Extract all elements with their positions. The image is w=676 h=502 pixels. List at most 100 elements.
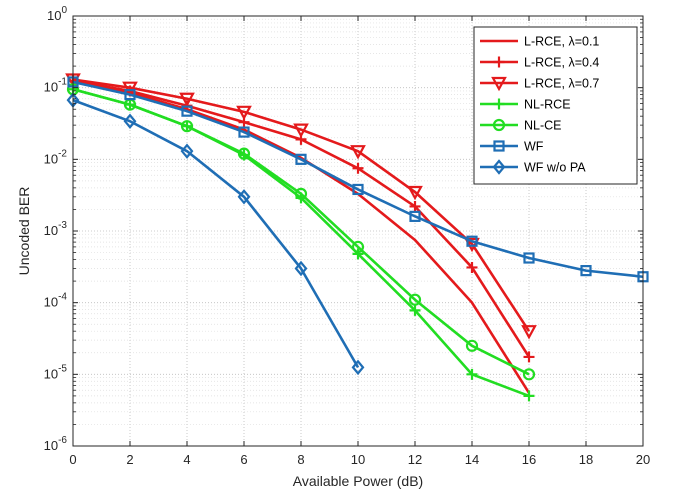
y-tick-exp: -3 bbox=[58, 220, 67, 231]
legend-marker bbox=[493, 56, 505, 68]
x-tick-label: 10 bbox=[351, 452, 365, 467]
legend-label: L-RCE, λ=0.4 bbox=[524, 56, 599, 70]
data-point bbox=[523, 351, 535, 363]
legend-marker bbox=[492, 118, 506, 132]
data-point bbox=[122, 81, 138, 96]
data-point bbox=[466, 368, 478, 380]
data-point bbox=[580, 265, 592, 277]
y-tick-base: 10 bbox=[44, 80, 58, 95]
series-layer bbox=[65, 73, 649, 402]
y-tick-label: 10-1 bbox=[44, 77, 68, 95]
data-point bbox=[237, 147, 251, 160]
series-line bbox=[72, 88, 530, 376]
legend-label: L-RCE, λ=0.7 bbox=[524, 77, 599, 91]
data-point bbox=[351, 240, 365, 253]
data-point bbox=[180, 120, 194, 133]
legend-label: NL-RCE bbox=[524, 98, 571, 112]
data-point bbox=[294, 260, 308, 277]
y-tick-exp: -5 bbox=[58, 363, 67, 374]
legend-marker bbox=[492, 159, 506, 175]
data-point bbox=[409, 304, 421, 316]
y-tick-label: 10-4 bbox=[44, 292, 68, 310]
y-tick-base: 10 bbox=[44, 223, 58, 238]
series-6 bbox=[66, 92, 365, 376]
y-tick-label: 10-5 bbox=[44, 363, 68, 381]
x-tick-label: 2 bbox=[126, 452, 133, 467]
y-tick-base: 10 bbox=[44, 151, 58, 166]
x-tick-label: 18 bbox=[579, 452, 593, 467]
data-point bbox=[409, 200, 421, 212]
y-tick-label: 10-2 bbox=[44, 148, 68, 166]
data-point bbox=[466, 235, 478, 247]
series-line bbox=[72, 98, 360, 369]
legend-label: L-RCE, λ=0.1 bbox=[524, 35, 599, 49]
data-point bbox=[294, 187, 308, 200]
y-tick-label: 10-3 bbox=[44, 220, 68, 238]
data-point bbox=[352, 183, 364, 196]
series-0 bbox=[72, 80, 531, 394]
legend-box bbox=[473, 26, 638, 185]
data-point bbox=[465, 339, 479, 352]
data-point bbox=[464, 237, 480, 253]
x-tick-label: 0 bbox=[69, 452, 76, 467]
legend-label: NL-CE bbox=[524, 119, 562, 133]
data-point bbox=[523, 390, 535, 402]
data-point bbox=[123, 113, 137, 129]
data-point bbox=[350, 145, 366, 160]
x-tick-label: 6 bbox=[240, 452, 247, 467]
x-axis-label: Available Power (dB) bbox=[293, 473, 423, 489]
series-line bbox=[72, 80, 644, 279]
data-point bbox=[237, 189, 251, 205]
legend-item: NL-RCE bbox=[480, 98, 571, 112]
y-tick-exp: -2 bbox=[58, 148, 67, 159]
y-tick-exp: -6 bbox=[58, 435, 67, 446]
legend-item: L-RCE, λ=0.4 bbox=[480, 56, 599, 70]
legend-item: WF w/o PA bbox=[480, 159, 586, 175]
data-point bbox=[236, 105, 252, 121]
data-point bbox=[352, 162, 364, 174]
data-point bbox=[124, 89, 136, 101]
x-tick-label: 16 bbox=[522, 452, 536, 467]
data-point bbox=[352, 248, 364, 260]
legend-item: L-RCE, λ=0.1 bbox=[480, 35, 599, 49]
y-tick-base: 10 bbox=[44, 438, 58, 453]
y-tick-base: 10 bbox=[47, 8, 61, 23]
data-point bbox=[293, 123, 309, 138]
data-point bbox=[180, 143, 194, 159]
x-tick-label: 8 bbox=[297, 452, 304, 467]
axis-ticks: 0 2 4 6 8 10 12 14 16 18 2010010-110-210-310-410-5… bbox=[44, 5, 651, 467]
data-point bbox=[351, 359, 365, 376]
legend-label: WF w/o PA bbox=[524, 161, 586, 175]
data-point bbox=[521, 325, 537, 340]
series-2 bbox=[65, 73, 537, 340]
y-tick-label: 10-6 bbox=[44, 435, 68, 453]
legend-marker bbox=[491, 76, 507, 92]
data-point bbox=[179, 92, 195, 108]
y-tick-base: 10 bbox=[44, 366, 58, 381]
data-point bbox=[523, 252, 535, 264]
legend-item: WF bbox=[480, 140, 544, 154]
data-point bbox=[408, 293, 422, 306]
x-tick-label: 12 bbox=[408, 452, 422, 467]
legend-marker bbox=[493, 98, 505, 110]
legend-label: WF bbox=[524, 140, 544, 154]
legend-item: NL-CE bbox=[480, 119, 562, 133]
x-tick-label: 4 bbox=[183, 452, 190, 467]
y-tick-label: 100 bbox=[47, 5, 67, 23]
legend-item: L-RCE, λ=0.7 bbox=[480, 76, 599, 92]
series-4 bbox=[66, 83, 536, 381]
y-tick-exp: -4 bbox=[58, 292, 67, 303]
series-line bbox=[72, 80, 531, 394]
legend-marker bbox=[493, 140, 505, 152]
y-tick-exp: 0 bbox=[61, 5, 67, 16]
data-point bbox=[407, 185, 423, 201]
data-point bbox=[238, 126, 250, 138]
y-tick-base: 10 bbox=[44, 295, 58, 310]
data-point bbox=[522, 368, 536, 381]
x-tick-label: 14 bbox=[465, 452, 479, 467]
data-point bbox=[295, 153, 307, 165]
data-point bbox=[181, 105, 193, 117]
y-tick-exp: -1 bbox=[58, 77, 67, 88]
data-point bbox=[409, 210, 421, 222]
